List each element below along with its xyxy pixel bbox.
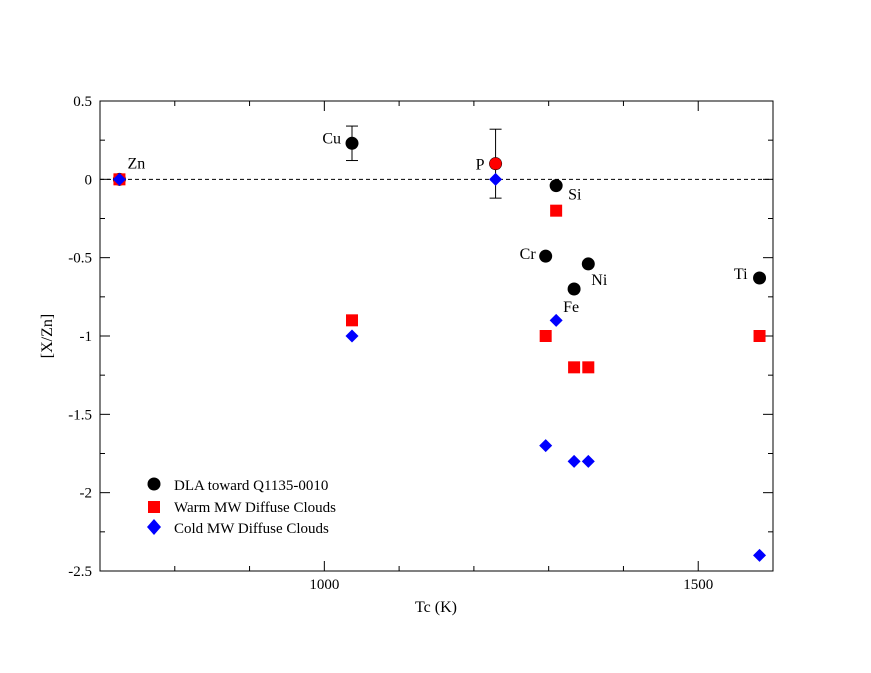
warm-point — [568, 361, 581, 374]
point-label-ni: Ni — [591, 272, 608, 289]
y-tick-label: -2 — [80, 486, 93, 502]
point-label-zn: Zn — [127, 155, 145, 172]
cold-point — [539, 439, 553, 453]
dla-point-si — [549, 179, 563, 193]
dla-point-ni — [581, 257, 595, 271]
marks-layer — [112, 125, 767, 562]
legend-marker-cold — [147, 519, 161, 535]
cold-point — [567, 454, 581, 468]
x-tick-label: 1000 — [309, 577, 339, 593]
warm-point — [582, 361, 595, 374]
y-tick-label: -1 — [80, 329, 93, 345]
legend-label-dla: DLA toward Q1135-0010 — [174, 478, 328, 494]
point-labels-layer: Zn Cu P Si Cr Ni Fe Ti — [127, 130, 748, 316]
point-label-si: Si — [568, 187, 582, 204]
point-label-cr: Cr — [520, 246, 537, 263]
dla-point-ti — [753, 271, 767, 285]
dla-point-cu — [345, 136, 359, 150]
x-axis-title: Tc (K) — [415, 599, 457, 616]
dla-point-fe — [567, 282, 581, 296]
y-tick-label: 0.5 — [73, 94, 92, 110]
cold-point — [753, 548, 767, 562]
warm-point — [753, 330, 766, 342]
legend-marker-warm — [148, 501, 160, 513]
y-tick-label: -2.5 — [68, 564, 92, 580]
warm-point — [539, 330, 552, 342]
plot-frame — [99, 100, 774, 572]
legend-marker-dla — [147, 477, 161, 491]
point-label-cu: Cu — [322, 130, 341, 147]
dla-point-cr — [539, 249, 553, 263]
cold-point — [581, 454, 595, 468]
cold-point — [112, 172, 126, 186]
x-tick-label: 1500 — [683, 577, 713, 593]
y-tick-label: -1.5 — [68, 407, 92, 423]
y-axis-title: [X/Zn] — [39, 314, 56, 358]
point-label-p: P — [476, 157, 485, 174]
point-label-fe: Fe — [563, 299, 579, 316]
warm-point — [346, 314, 359, 327]
y-tick-label: -0.5 — [68, 251, 92, 267]
cold-point — [345, 329, 359, 343]
warm-point — [489, 157, 502, 170]
y-tick-label: 0 — [85, 172, 93, 188]
axes-layer: 0.5 0 -0.5 -1 -1.5 -2 -2.5 1000 1500 — [68, 94, 773, 593]
legend: DLA toward Q1135-0010 Warm MW Diffuse Cl… — [147, 477, 336, 537]
legend-label-cold: Cold MW Diffuse Clouds — [174, 521, 329, 537]
legend-label-warm: Warm MW Diffuse Clouds — [174, 500, 336, 516]
warm-point — [550, 204, 563, 217]
cold-point — [549, 313, 563, 327]
cold-point — [489, 172, 503, 186]
point-label-ti: Ti — [734, 266, 748, 283]
